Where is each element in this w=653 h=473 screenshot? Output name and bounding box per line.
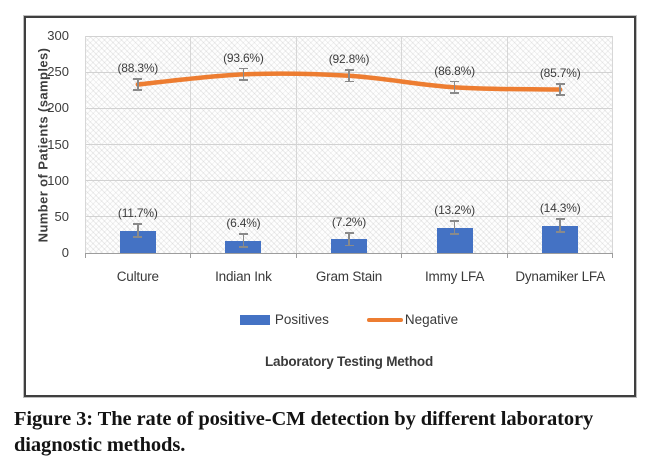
y-tick-label: 250: [47, 64, 69, 80]
axis-tick: [506, 253, 508, 258]
plot-area: (11.7%) (6.4%) (7.2%) (13.2%) (14.3%) (88.3%)…: [85, 35, 613, 258]
error-bar-capt: [133, 77, 143, 80]
error-bar-stem: [136, 77, 139, 91]
error-bar: [450, 220, 460, 235]
error-bar-capb: [555, 231, 565, 233]
axis-tick: [190, 253, 192, 258]
x-category-label: Dynamiker LFA: [515, 269, 606, 284]
axis-tick: [85, 253, 86, 258]
error-bar: [555, 83, 565, 97]
y-tick-label: 0: [61, 245, 69, 260]
error-bar-capt: [450, 80, 460, 83]
y-tick-label: 50: [54, 208, 69, 224]
bar: [119, 230, 156, 253]
error-bar-capt: [555, 83, 565, 85]
y-tick-label: 200: [47, 100, 69, 116]
data-label: (86.8%): [434, 63, 475, 78]
error-bar-capb: [344, 80, 354, 83]
figure-caption: Figure 3: The rate of positive-CM detect…: [14, 408, 594, 457]
data-label: (13.2%): [434, 203, 475, 218]
figure-frame: Number of Patients (samples) 300 250 200 15…: [23, 15, 637, 398]
error-bar-capt: [344, 232, 354, 234]
legend-item-negative: Negative: [366, 312, 459, 327]
data-label: (93.6%): [223, 50, 264, 65]
data-label: (14.3%): [539, 201, 581, 216]
axis-tick: [401, 253, 403, 258]
error-bar-stem: [348, 232, 350, 247]
error-bar-stem: [453, 80, 456, 94]
y-tick-label: 300: [47, 28, 69, 43]
error-bar-capb: [450, 92, 460, 94]
grid-line-vertical: [401, 36, 403, 253]
grid-line-vertical: [506, 36, 508, 253]
data-label: (92.8%): [328, 52, 370, 67]
error-bar: [133, 77, 143, 91]
x-axis-line: [85, 252, 613, 254]
legend-negative-label: Negative: [404, 312, 459, 327]
error-bar: [133, 223, 143, 238]
error-bar-stem: [242, 233, 245, 248]
y-tick-label: 100: [47, 172, 69, 188]
error-bar-stem: [453, 220, 456, 235]
error-bar-capb: [238, 246, 248, 248]
x-category-label: Gram Stain: [315, 269, 383, 284]
chart-legend: Positives Negative: [85, 312, 613, 327]
x-category-label: Indian Ink: [215, 269, 272, 284]
y-tick-label: 150: [47, 136, 69, 152]
error-bar-capt: [555, 218, 565, 220]
error-bar-stem: [136, 223, 139, 238]
grid-line-vertical: [295, 36, 297, 253]
x-category-label: Culture: [116, 269, 159, 284]
error-bar-stem: [559, 218, 561, 233]
grid-line-horizontal: [85, 35, 613, 37]
error-bar-capb: [344, 244, 354, 247]
grid-line-vertical: [190, 36, 192, 253]
x-category-label: Immy LFA: [424, 269, 485, 284]
error-bar-capt: [238, 67, 248, 70]
error-bar: [555, 218, 565, 233]
grid-line-vertical: [612, 36, 613, 253]
legend-item-positives: Positives: [239, 312, 329, 327]
grid-line-horizontal: [85, 216, 613, 218]
error-bar-capb: [133, 89, 143, 91]
error-bar-capb: [133, 236, 143, 238]
legend-positives-swatch: [239, 314, 270, 325]
x-axis-category-labels: Culture Indian Ink Gram Stain Immy LFA D…: [85, 269, 613, 284]
error-bar-capt: [133, 223, 143, 225]
error-bar-stem: [348, 69, 350, 83]
data-label: (85.7%): [539, 66, 581, 81]
error-bar-capb: [555, 94, 565, 97]
grid-line-horizontal: [85, 180, 613, 182]
data-label: (7.2%): [331, 215, 367, 230]
y-axis-ticks: 300 250 200 150 100 50 0: [26, 29, 77, 260]
legend-negative-swatch: [366, 317, 403, 322]
error-bar-capb: [238, 79, 248, 81]
x-axis-title: Laboratory Testing Method: [264, 354, 433, 369]
error-bar-capt: [344, 69, 354, 71]
error-bar-capt: [238, 233, 248, 236]
error-bar: [344, 69, 354, 83]
legend-positives-label: Positives: [274, 312, 329, 327]
data-label: (88.3%): [117, 60, 159, 75]
error-bar: [238, 233, 248, 248]
grid-line-vertical: [85, 36, 86, 253]
error-bar-capt: [450, 220, 460, 223]
error-bar: [238, 67, 248, 81]
error-bar-capb: [450, 233, 460, 235]
data-label: (6.4%): [226, 216, 261, 231]
error-bar-stem: [242, 67, 245, 81]
axis-tick: [612, 253, 613, 258]
error-bar-stem: [559, 83, 561, 97]
grid-line-horizontal: [85, 107, 613, 109]
error-bar: [344, 232, 354, 247]
data-label: (11.7%): [117, 206, 158, 221]
error-bar: [450, 80, 460, 94]
axis-tick: [295, 253, 297, 258]
grid-line-horizontal: [85, 144, 613, 145]
